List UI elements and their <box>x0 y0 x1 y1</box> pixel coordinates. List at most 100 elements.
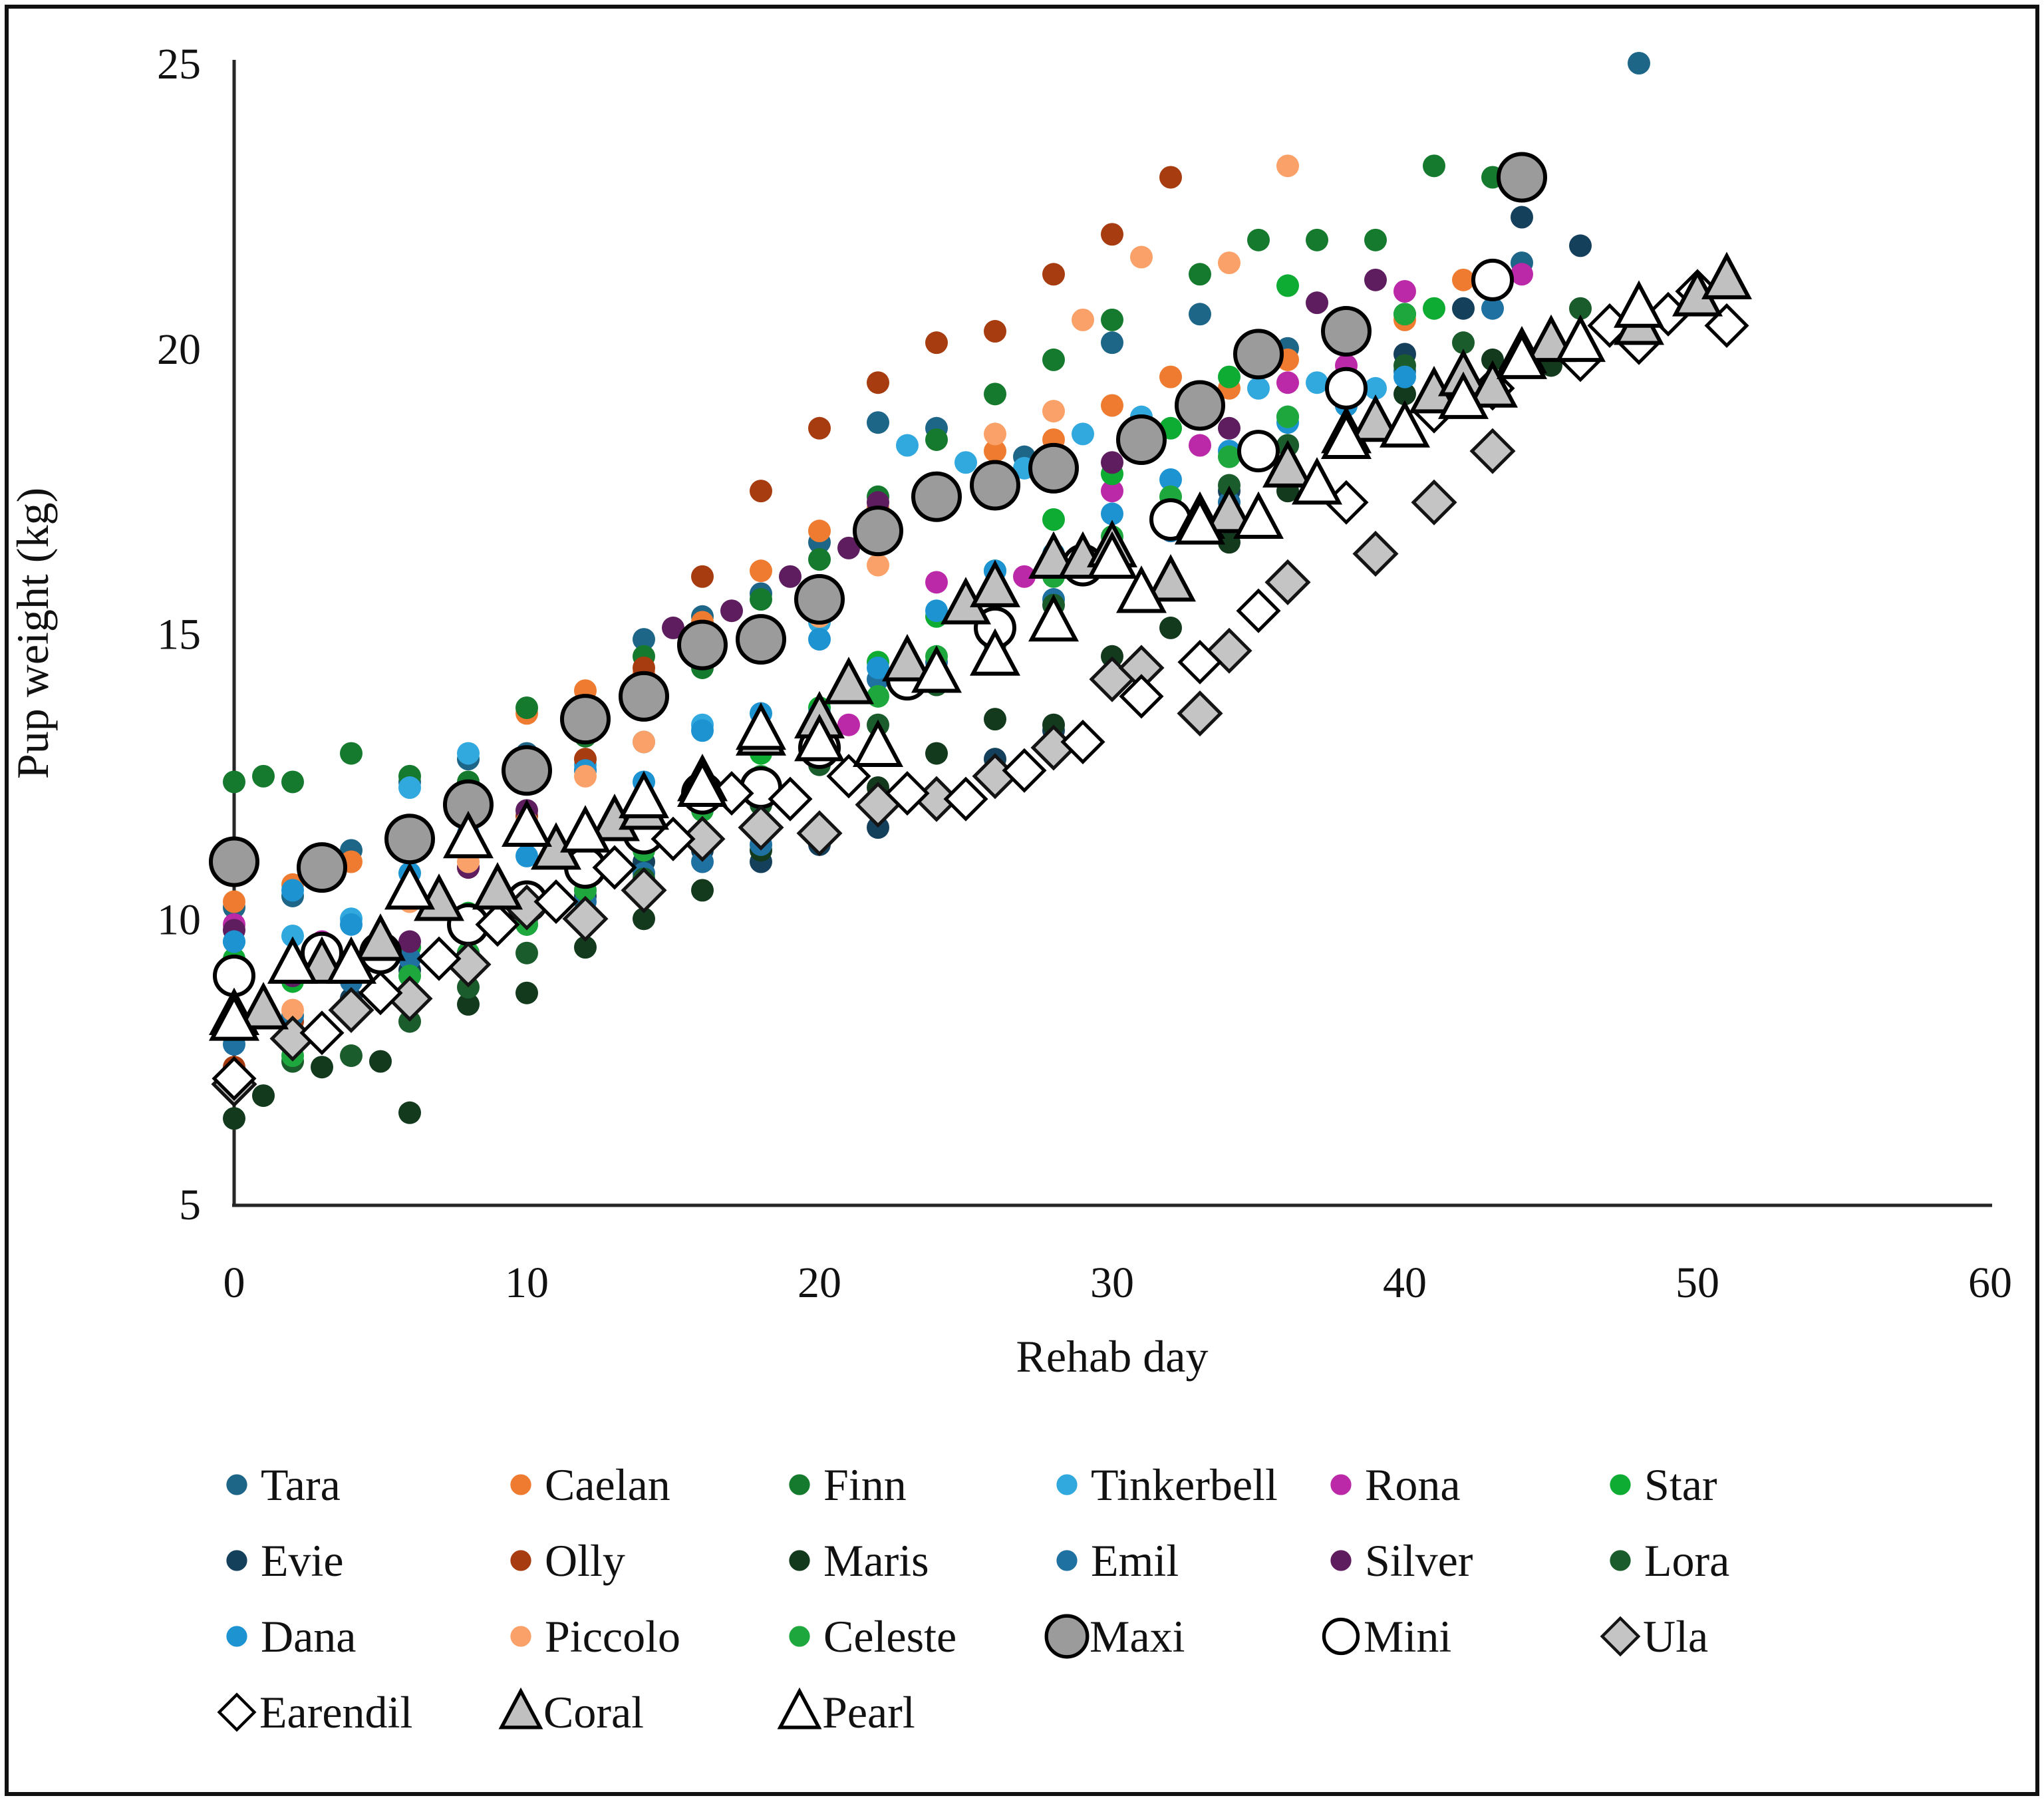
marker-maris <box>633 907 655 931</box>
x-tick-label: 0 <box>223 1259 245 1307</box>
legend-label: Silver <box>1365 1535 1473 1586</box>
legend-item-pearl: Pearl <box>777 1687 915 1737</box>
legend-label: Rona <box>1365 1459 1461 1510</box>
marker-evie <box>1452 297 1475 320</box>
marker-lora <box>515 941 538 965</box>
marker-emil <box>398 947 421 971</box>
legend-item-piccolo: Piccolo <box>510 1611 680 1662</box>
marker-celeste <box>1276 405 1299 428</box>
pearl-legend-marker-icon <box>777 1687 822 1729</box>
legend-item-silver: Silver <box>1330 1535 1473 1586</box>
marker-maxi <box>970 460 1020 511</box>
marker-dana <box>925 599 948 623</box>
marker-celeste <box>867 684 889 708</box>
marker-pearl <box>1116 565 1167 613</box>
marker-pearl <box>1087 531 1137 579</box>
marker-silver <box>398 930 421 953</box>
marker-pearl <box>1028 593 1079 642</box>
marker-rona <box>1189 434 1211 457</box>
marker-lora <box>1218 474 1241 497</box>
legend-item-dana: Dana <box>226 1611 356 1662</box>
marker-earendil <box>885 771 930 816</box>
marker-finn <box>1247 228 1270 251</box>
marker-dana <box>340 913 363 936</box>
marker-star <box>1042 508 1065 531</box>
marker-dana <box>1393 365 1416 388</box>
marker-olly <box>984 320 1006 343</box>
marker-tinkerbell <box>1364 376 1387 400</box>
legend-item-ula: Ula <box>1600 1611 1708 1662</box>
marker-olly <box>750 480 772 503</box>
marker-silver <box>837 536 860 559</box>
marker-finn <box>1101 308 1123 331</box>
y-tick-label: 15 <box>157 611 201 659</box>
y-axis-title: Pup weight (kg) <box>7 488 58 779</box>
marker-dana <box>1159 468 1182 491</box>
marker-pearl <box>794 714 845 762</box>
marker-tinkerbell <box>281 924 304 947</box>
marker-finn <box>750 588 772 611</box>
marker-finn <box>281 770 304 794</box>
marker-piccolo <box>1072 308 1094 331</box>
marker-mini <box>1471 258 1514 301</box>
marker-lora <box>1569 297 1592 320</box>
legend-label: Earendil <box>259 1687 412 1737</box>
y-tick-label: 5 <box>179 1181 201 1229</box>
celeste-legend-marker-icon <box>789 1626 810 1647</box>
marker-pearl <box>209 993 259 1041</box>
olly-legend-marker-icon <box>510 1550 531 1571</box>
legend-label: Maxi <box>1090 1611 1185 1662</box>
legend-label: Mini <box>1364 1611 1451 1662</box>
marker-ula <box>1264 559 1311 605</box>
marker-earendil <box>533 879 579 925</box>
marker-coral <box>1262 440 1313 488</box>
marker-maxi <box>619 671 669 722</box>
marker-finn <box>252 764 275 788</box>
marker-pearl <box>326 936 376 984</box>
x-tick-label: 50 <box>1676 1259 1719 1307</box>
marker-dana <box>1101 502 1123 526</box>
marker-earendil <box>1119 674 1164 719</box>
legend-label: Dana <box>261 1611 356 1662</box>
marker-caelan <box>750 559 772 583</box>
x-tick-label: 60 <box>1968 1259 2012 1307</box>
marker-olly <box>1159 166 1182 189</box>
marker-finn <box>1042 348 1065 371</box>
legend-item-caelan: Caelan <box>510 1459 670 1510</box>
marker-maxi <box>1175 380 1225 431</box>
marker-dana <box>223 930 245 953</box>
marker-olly <box>1042 263 1065 286</box>
marker-tara <box>1101 331 1123 355</box>
marker-star <box>1423 297 1445 320</box>
legend-label: Maris <box>823 1535 929 1586</box>
marker-finn <box>808 548 831 571</box>
tara-legend-marker-icon <box>226 1474 247 1495</box>
legend-item-evie: Evie <box>226 1535 344 1586</box>
data-points <box>209 52 1752 1130</box>
marker-maris <box>311 1056 333 1079</box>
x-tick-label: 20 <box>798 1259 841 1307</box>
marker-finn <box>515 696 538 719</box>
evie-legend-marker-icon <box>226 1550 247 1571</box>
marker-maxi <box>297 842 347 893</box>
mini-legend-marker-icon <box>1322 1617 1360 1656</box>
dana-legend-marker-icon <box>226 1626 247 1647</box>
marker-ula <box>1469 428 1516 474</box>
marker-maxi <box>853 506 903 557</box>
marker-earendil <box>1060 719 1105 764</box>
legend-item-maxi: Maxi <box>1044 1611 1185 1662</box>
marker-piccolo <box>281 998 304 1022</box>
marker-silver <box>1306 291 1328 315</box>
marker-silver <box>779 565 802 588</box>
marker-lora <box>1452 331 1475 355</box>
marker-maris <box>252 1084 275 1108</box>
legend-label: Coral <box>543 1687 644 1737</box>
marker-pearl <box>443 810 494 859</box>
marker-maris <box>574 936 597 959</box>
marker-ula <box>1411 479 1457 526</box>
marker-coral <box>1350 394 1401 442</box>
marker-pearl <box>1292 457 1342 505</box>
marker-finn <box>1364 228 1387 251</box>
marker-piccolo <box>633 730 655 754</box>
marker-maris <box>691 879 714 902</box>
